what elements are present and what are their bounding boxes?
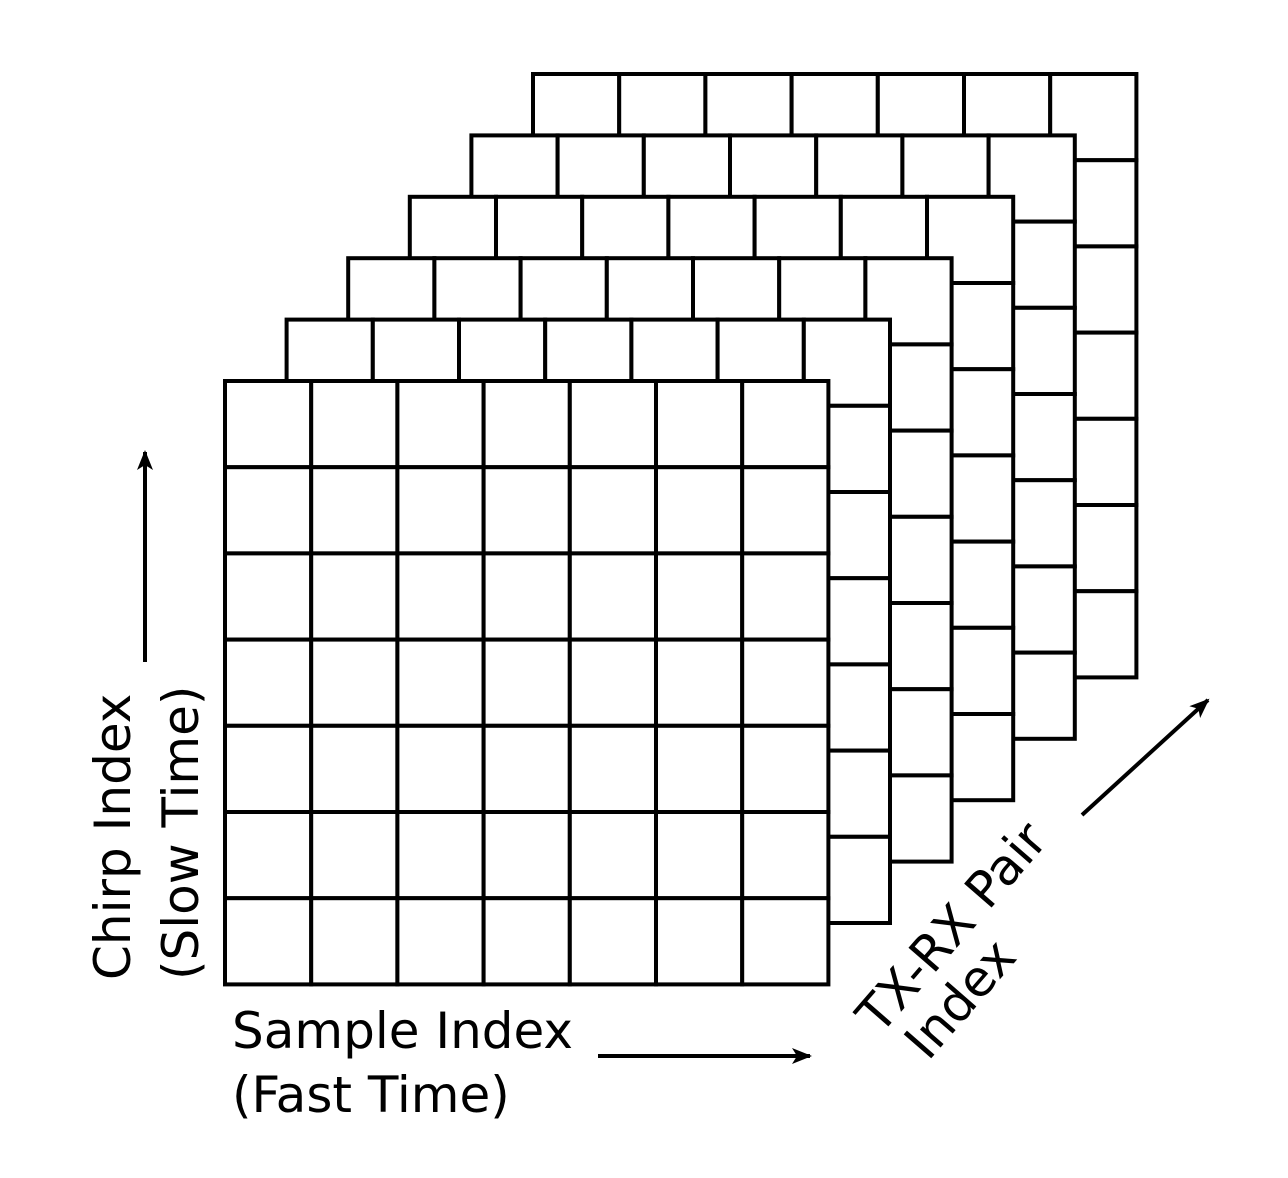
grid-cell xyxy=(654,723,745,814)
grid-cell xyxy=(654,896,745,987)
grid-cell xyxy=(567,465,658,556)
grid-cell xyxy=(223,379,314,470)
grid-cell xyxy=(740,723,831,814)
grid-cell xyxy=(654,810,745,901)
grid-cell xyxy=(395,723,486,814)
grid-cell xyxy=(654,637,745,728)
grid-cell xyxy=(740,379,831,470)
sample-axis-label-line1: Sample Index xyxy=(232,1002,573,1060)
grid-cell xyxy=(395,637,486,728)
grid-cell xyxy=(223,896,314,987)
chirp-axis-label-line2: (Slow Time) xyxy=(152,686,210,980)
grid-cell xyxy=(309,810,400,901)
grid-cell xyxy=(223,465,314,556)
grid-cell xyxy=(481,723,572,814)
grid-cell xyxy=(309,551,400,642)
grid-cell xyxy=(395,465,486,556)
grid-cell xyxy=(223,637,314,728)
grid-cell xyxy=(395,379,486,470)
grid-cell xyxy=(309,723,400,814)
grid-cell xyxy=(567,551,658,642)
grid-cell xyxy=(740,896,831,987)
grid-cell xyxy=(309,465,400,556)
grid-cell xyxy=(481,810,572,901)
grid-cell xyxy=(740,637,831,728)
grid-cell xyxy=(481,896,572,987)
grid-cell xyxy=(309,896,400,987)
grid-cell xyxy=(567,810,658,901)
chirp-axis-label-line1: Chirp Index xyxy=(84,694,142,980)
grid-cell xyxy=(654,379,745,470)
grid-cell xyxy=(863,256,954,347)
grid-cell xyxy=(309,379,400,470)
grid-cell xyxy=(395,551,486,642)
grid-cell xyxy=(654,465,745,556)
grid-cell xyxy=(567,379,658,470)
data-cube-layers xyxy=(223,72,1139,987)
grid-layer-1 xyxy=(223,379,831,987)
grid-cell xyxy=(740,551,831,642)
grid-cell xyxy=(567,896,658,987)
grid-cell xyxy=(567,637,658,728)
grid-cell xyxy=(740,465,831,556)
grid-cell xyxy=(654,551,745,642)
grid-cell xyxy=(223,723,314,814)
grid-cell xyxy=(223,810,314,901)
grid-cell xyxy=(567,723,658,814)
grid-cell xyxy=(481,637,572,728)
grid-cell xyxy=(481,379,572,470)
grid-cell xyxy=(309,637,400,728)
grid-cell xyxy=(481,465,572,556)
grid-cell xyxy=(481,551,572,642)
grid-cell xyxy=(395,896,486,987)
grid-cell xyxy=(223,551,314,642)
pair-axis-arrow xyxy=(1080,698,1210,817)
grid-cell xyxy=(740,810,831,901)
grid-cell xyxy=(395,810,486,901)
sample-axis-label-line2: (Fast Time) xyxy=(232,1066,510,1124)
